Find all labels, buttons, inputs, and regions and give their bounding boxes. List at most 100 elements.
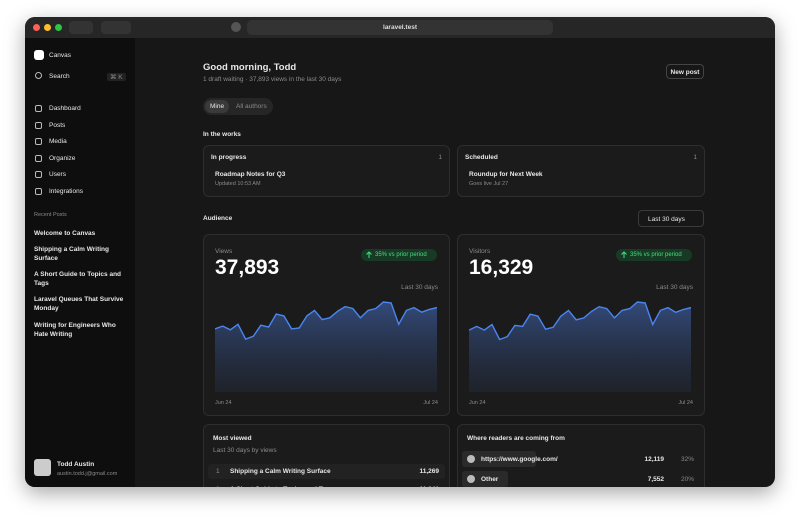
url: laravel.test (383, 24, 417, 31)
nav-item[interactable]: Media (49, 138, 67, 145)
period-label: Last 30 days (401, 284, 438, 291)
nav-icon (35, 105, 42, 112)
most-viewed-card: Most viewed Last 30 days by views 1 Shipp… (203, 424, 450, 487)
end-date: Jul 24 (423, 400, 438, 406)
trend-chart (215, 301, 437, 392)
recent-post[interactable]: A Short Guide to Topics and Tags (34, 271, 122, 287)
card-title: Roadmap Notes for Q3 (215, 171, 286, 178)
user-email: austin.todd.j@gmail.com (57, 471, 118, 477)
up-arrow (366, 251, 372, 258)
nav-item[interactable]: Organize (49, 154, 76, 162)
section-heading: Audience (203, 215, 233, 222)
browser-window: laravel.test Canvas Search ⌘ K Dashboard… (25, 17, 775, 487)
tab-active[interactable] (205, 100, 229, 113)
minimize-button[interactable] (44, 24, 51, 31)
share-bar (462, 451, 536, 467)
change-text: 35% vs prior period (630, 251, 682, 258)
referrer-row[interactable]: https://www.google.com/12,119 32% (462, 451, 700, 467)
subtitle: 1 draft waiting · 37,893 views in the la… (203, 76, 342, 83)
section-heading: In the works (203, 131, 241, 138)
views: 11,269 (419, 468, 439, 475)
nav-item[interactable]: Dashboard (49, 105, 81, 112)
brand: Canvas (49, 52, 72, 59)
zoom-button[interactable] (55, 24, 62, 31)
post-title: A Short Guide to Topics and Tags (230, 486, 334, 487)
recent-post[interactable]: Welcome to Canvas (34, 230, 96, 237)
post-title: Shipping a Calm Writing Surface (230, 468, 331, 475)
nav-icon (35, 171, 42, 178)
nav-buttons[interactable] (101, 21, 131, 34)
range-dropdown[interactable]: Last 30 days (638, 210, 704, 227)
start-date: Jun 24 (469, 400, 486, 406)
nav-item[interactable]: Posts (49, 121, 66, 129)
share: 32% (680, 456, 694, 463)
recent-post[interactable]: Writing for Engineers Who Hate Writing (34, 322, 116, 338)
recent-post[interactable]: Laravel Queues That Survive Monday (34, 296, 124, 312)
trend-chart (469, 301, 691, 392)
nav-icon (35, 187, 42, 195)
nav-icon (35, 154, 42, 162)
work-card[interactable]: Scheduled 1 Roundup for Next Week Goes live… (457, 145, 705, 197)
sidebar-toggle[interactable] (69, 21, 93, 34)
views: 11,041 (419, 486, 439, 487)
change-badge: 35% vs prior period (616, 249, 692, 261)
rank: 2 (216, 486, 220, 487)
tab[interactable]: All authors (236, 103, 267, 110)
greeting: Good morning, Todd (203, 62, 297, 73)
new-post-button[interactable]: New post (666, 64, 704, 79)
card-heading: Where readers are coming from (467, 435, 565, 442)
most-viewed-row[interactable]: 1 Shipping a Calm Writing Surface 11,269 (208, 464, 445, 479)
close-button[interactable] (33, 24, 40, 31)
card-count: 1 (438, 154, 442, 161)
new-post-label: New post (670, 68, 700, 76)
range-label: Last 30 days (648, 215, 685, 223)
end-date: Jul 24 (678, 400, 693, 406)
stat-card: Views 37,893 35% vs prior period Last 30 da… (203, 234, 450, 416)
address-bar[interactable]: laravel.test (247, 20, 553, 35)
source-icon (467, 455, 475, 463)
rank: 1 (216, 468, 220, 475)
visits: 12,119 (644, 456, 664, 463)
source: https://www.google.com/ (481, 456, 558, 463)
work-card[interactable]: In progress 1 Roadmap Notes for Q3 Updated … (203, 145, 450, 197)
tab[interactable]: Mine (210, 103, 225, 110)
referrer-row[interactable]: Other 7,552 20% (462, 471, 700, 487)
title-bar: laravel.test (25, 17, 775, 38)
card-subtitle: Last 30 days by views (213, 447, 277, 454)
avatar (34, 459, 51, 476)
period-label: Last 30 days (656, 284, 693, 291)
up-arrow (621, 251, 627, 258)
recent-post[interactable]: Shipping a Calm Writing Surface (34, 246, 109, 262)
start-date: Jun 24 (215, 400, 232, 406)
card-meta: Updated 10:53 AM (215, 181, 261, 187)
tabs: Mine All authors (203, 98, 273, 115)
stat-value: 37,893 (215, 256, 280, 279)
stat-card: Visitors 16,329 35% vs prior period Last 30… (457, 234, 705, 416)
source: Other (481, 476, 499, 483)
card-heading: Most viewed (213, 435, 252, 442)
source-icon (467, 475, 475, 483)
nav-icon (35, 121, 42, 129)
card-count: 1 (693, 154, 697, 161)
trend-line (215, 301, 437, 340)
card-label: Scheduled (465, 154, 498, 161)
stat-value: 16,329 (469, 256, 534, 279)
nav-item[interactable]: Users (49, 171, 66, 178)
trend-line (469, 301, 691, 341)
change-text: 35% vs prior period (375, 251, 427, 258)
profile-icon[interactable] (231, 22, 241, 32)
nav-icon (35, 138, 42, 145)
stat-label: Views (215, 248, 233, 255)
visits: 7,552 (647, 476, 664, 483)
most-viewed-row[interactable]: 2 A Short Guide to Topics and Tags 11,041 (208, 482, 445, 487)
toolbar-actions[interactable] (728, 22, 768, 32)
sidebar: Canvas Search ⌘ K Dashboard Posts Media Org… (25, 38, 135, 487)
search-shortcut: ⌘ K (107, 73, 126, 81)
card-meta: Goes live Jul 27 (469, 181, 509, 187)
recent-heading: Recent Posts (34, 212, 67, 218)
referrers-card: Where readers are coming from https://ww… (457, 424, 705, 487)
share: 20% (680, 476, 694, 483)
nav-item[interactable]: Integrations (49, 187, 83, 195)
brand-logo (34, 50, 44, 60)
search[interactable]: Search (49, 73, 70, 80)
